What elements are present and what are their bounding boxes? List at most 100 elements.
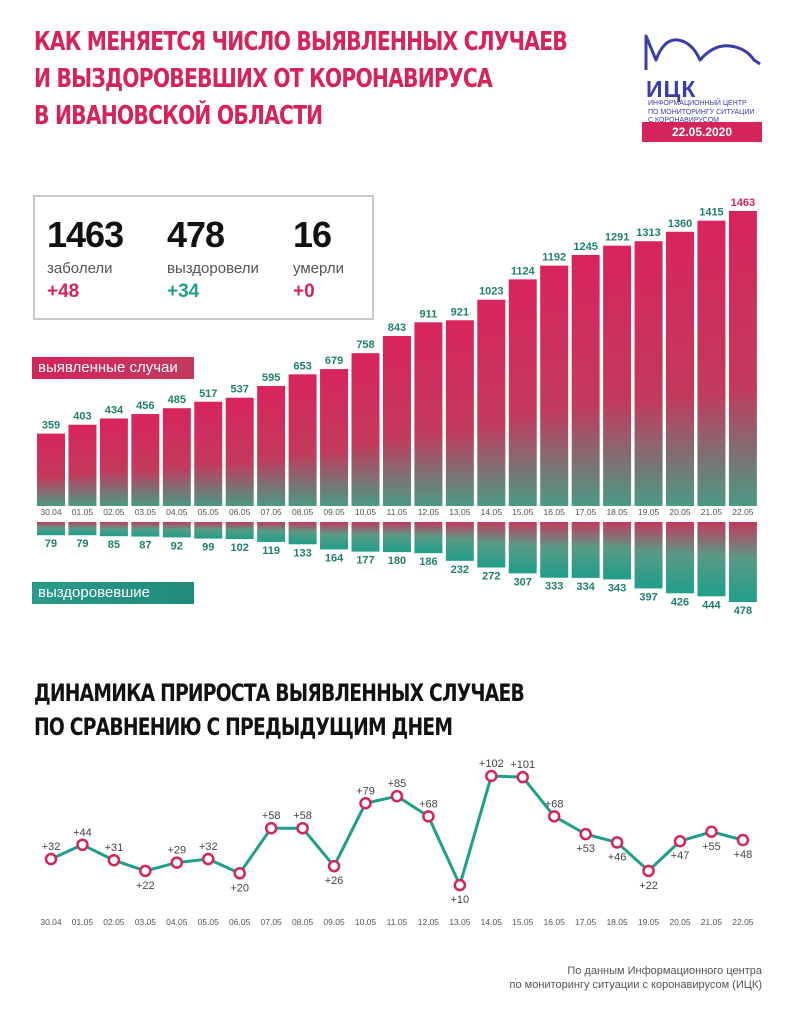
line-point <box>76 838 89 852</box>
recovered-bar <box>603 522 632 580</box>
line-date-tick-label: 10.05 <box>355 917 377 927</box>
cases-bar <box>257 386 286 506</box>
line-date-tick-label: 19.05 <box>638 917 660 927</box>
title-line-1: КАК МЕНЯЕТСЯ ЧИСЛО ВЫЯВЛЕННЫХ СЛУЧАЕВ <box>34 27 568 57</box>
line-value-label: +48 <box>734 849 753 861</box>
recovered-bar <box>131 522 160 537</box>
cases-bar <box>131 414 160 506</box>
cases-series-tag: выявленные случаи <box>32 357 194 379</box>
cases-bar <box>697 220 726 506</box>
recovered-bar <box>414 522 443 554</box>
line-value-label: +44 <box>73 827 92 839</box>
cases-bar <box>288 374 317 506</box>
recovered-bar <box>571 522 600 578</box>
cases-bar <box>603 245 632 506</box>
line-date-tick-label: 14.05 <box>481 917 503 927</box>
line-value-label: +79 <box>356 785 375 797</box>
cases-bar <box>666 231 694 506</box>
line-date-tick-label: 17.05 <box>575 917 597 927</box>
date-tick-label: 16.05 <box>544 507 566 517</box>
date-tick-label: 30.04 <box>40 507 62 517</box>
cases-value-label: 758 <box>356 339 374 351</box>
date-tick-label: 18.05 <box>606 507 628 517</box>
date-tick-label: 21.05 <box>701 507 723 517</box>
recovered-bar <box>225 522 254 540</box>
line-value-label: +68 <box>545 798 564 810</box>
recovered-label: выздоровели <box>167 260 259 277</box>
recovered-value-label: 87 <box>139 540 151 552</box>
cases-label: заболели <box>47 260 113 277</box>
recovered-value-label: 307 <box>514 576 532 588</box>
cases-bar <box>68 424 97 506</box>
logo-name: ИЦК <box>646 76 697 102</box>
line-date-tick-label: 02.05 <box>103 917 125 927</box>
line-point <box>516 770 529 784</box>
recovered-value-label: 102 <box>231 542 249 554</box>
recovered-value-label: 99 <box>202 542 214 554</box>
date-tick-label: 15.05 <box>512 507 534 517</box>
deaths-label: умерли <box>293 260 344 277</box>
cases-value-label: 1360 <box>668 218 692 230</box>
line-date-tick-label: 15.05 <box>512 917 534 927</box>
date-tick-label: 14.05 <box>481 507 503 517</box>
source-line-1: По данным Информационного центра <box>567 965 762 977</box>
cases-value-label: 843 <box>388 322 406 334</box>
stat-cases: 1463 заболели +48 <box>47 215 124 303</box>
recovered-bar <box>320 522 349 550</box>
cases-delta: +48 <box>47 281 80 302</box>
line-date-tick-label: 21.05 <box>701 917 723 927</box>
recovered-value-label: 186 <box>419 556 437 568</box>
date-tick-label: 22.05 <box>732 507 754 517</box>
cases-value-label: 653 <box>293 360 311 372</box>
line-date-tick-label: 22.05 <box>732 917 754 927</box>
cases-bar <box>37 433 65 506</box>
line-point <box>610 836 624 849</box>
source-note: По данным Информационного центра по мони… <box>510 964 762 992</box>
line-value-label: +101 <box>510 759 535 771</box>
cases-bar <box>477 299 506 506</box>
line-date-tick-label: 05.05 <box>198 917 220 927</box>
page-title: КАК МЕНЯЕТСЯ ЧИСЛО ВЫЯВЛЕННЫХ СЛУЧАЕВ И … <box>34 24 568 135</box>
cases-value-label: 403 <box>73 411 91 423</box>
deaths-total: 16 <box>293 214 332 255</box>
recovered-value-label: 92 <box>171 540 183 552</box>
recovered-value-label: 272 <box>482 571 500 583</box>
cases-value-label: 1192 <box>542 252 566 264</box>
line-date-tick-label: 06.05 <box>229 917 251 927</box>
recovered-bar <box>99 522 128 537</box>
line-date-tick-label: 11.05 <box>387 917 408 927</box>
line-point <box>264 821 278 835</box>
recovered-series-tag: выздоровевшие <box>32 582 194 604</box>
line-date-tick-label: 30.04 <box>40 917 62 927</box>
cases-value-label: 1291 <box>605 232 629 244</box>
wave-logo-icon <box>644 34 761 70</box>
line-value-label: +31 <box>105 842 124 854</box>
recovered-bar <box>697 522 726 597</box>
cases-bar <box>382 336 411 506</box>
cases-value-label: 1245 <box>573 241 597 253</box>
line-date-tick-label: 07.05 <box>261 917 283 927</box>
line-value-label: +20 <box>230 882 249 894</box>
cases-bar <box>320 369 349 506</box>
line-date-tick-label: 18.05 <box>606 917 628 927</box>
recovered-value-label: 426 <box>671 596 689 608</box>
recovered-value-label: 79 <box>45 538 57 550</box>
recovered-delta: +34 <box>167 281 200 302</box>
cases-bar <box>540 265 569 506</box>
recovered-bar <box>68 522 97 536</box>
line-point <box>642 864 655 878</box>
line-date-tick-label: 01.05 <box>72 917 94 927</box>
cases-value-label: 537 <box>231 384 249 396</box>
line-value-label: +26 <box>325 875 344 887</box>
deaths-delta: +0 <box>293 281 315 302</box>
line-date-tick-label: 09.05 <box>323 917 345 927</box>
line-point <box>547 810 561 823</box>
recovered-total: 478 <box>167 214 225 255</box>
cases-bar <box>571 254 600 506</box>
recovered-value-label: 232 <box>451 564 469 576</box>
date-tick-label: 10.05 <box>355 507 377 517</box>
line-value-label: +46 <box>608 851 627 863</box>
logo: ИЦК Информационный центр по мониторингу … <box>640 26 764 144</box>
logo-subtitle-line: Информационный центр <box>648 100 747 107</box>
cases-value-label: 1023 <box>479 286 503 298</box>
